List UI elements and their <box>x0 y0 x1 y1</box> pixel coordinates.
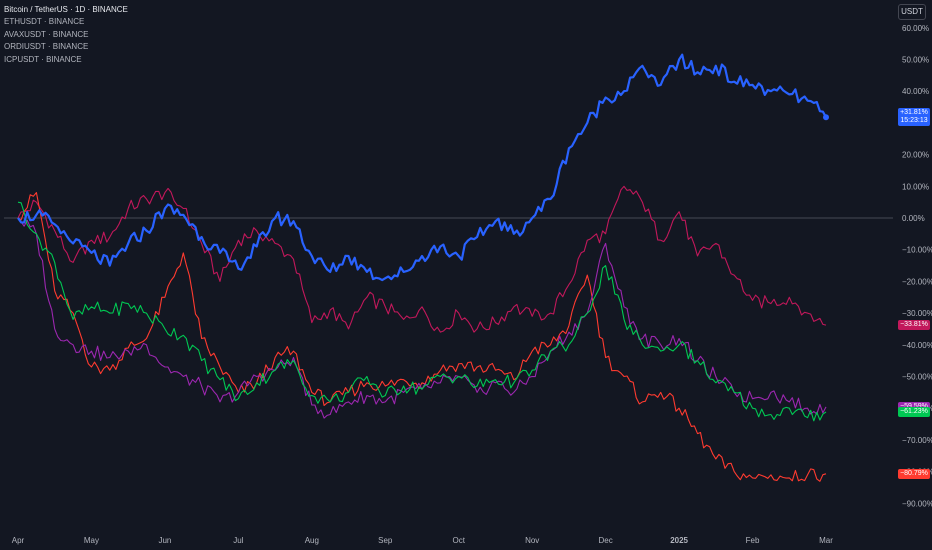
y-tick-label: 40.00% <box>902 87 929 96</box>
last-value-tag-btcusdt: +31.81% 15:23:13 <box>898 108 930 127</box>
legend-item-avax[interactable]: AVAXUSDT · BINANCE <box>4 29 89 39</box>
last-value-tag-icpusdt: −61.23% <box>898 407 930 417</box>
y-tick-label: 0.00% <box>902 214 925 223</box>
legend-item-eth[interactable]: ETHUSDT · BINANCE <box>4 17 85 27</box>
x-tick-label: Nov <box>525 536 539 545</box>
y-tick-label: −70.00% <box>902 436 932 445</box>
y-tick-label: 60.00% <box>902 24 929 33</box>
y-tick-label: 20.00% <box>902 151 929 160</box>
x-tick-label: Oct <box>453 536 466 545</box>
time-axis[interactable]: Apr May Jun Jul Aug Sep Oct Nov Dec 2025 Feb Mar <box>12 536 833 545</box>
chart-legend: Bitcoin / TetherUS · 1D · BINANCE ETHUSD… <box>4 4 128 66</box>
series-line-icpusdt[interactable] <box>17 201 827 422</box>
last-value-tag-ethusdt: −33.81% <box>898 320 930 331</box>
y-tick-label: 50.00% <box>902 56 929 65</box>
x-tick-label: 2025 <box>670 536 688 545</box>
y-tick-label: −20.00% <box>902 277 932 286</box>
y-tick-label: −30.00% <box>902 309 932 318</box>
series-line-avaxusdt[interactable] <box>17 192 827 482</box>
x-tick-label: Jul <box>233 536 243 545</box>
series-line-btcusdt[interactable] <box>17 53 827 282</box>
legend-main-symbol[interactable]: Bitcoin / TetherUS · 1D · BINANCE <box>4 5 128 14</box>
y-tick-label: −40.00% <box>902 341 932 350</box>
y-tick-label: −10.00% <box>902 246 932 255</box>
x-tick-label: May <box>84 536 99 545</box>
legend-item-ordi[interactable]: ORDIUSDT · BINANCE <box>4 42 89 52</box>
series-layer <box>17 53 829 482</box>
x-tick-label: Dec <box>599 536 613 545</box>
x-tick-label: Apr <box>12 536 25 545</box>
last-value-tag-avaxusdt: −80.79% <box>898 468 930 479</box>
series-last-point-btcusdt <box>823 114 829 121</box>
last-value-tag-ordiusdt: −59.59% <box>898 401 930 412</box>
x-tick-label: Mar <box>819 536 833 545</box>
series-line-ethusdt[interactable] <box>17 185 827 333</box>
x-tick-label: Jun <box>158 536 171 545</box>
x-tick-label: Feb <box>746 536 760 545</box>
currency-unit-button[interactable]: USDT <box>898 4 926 20</box>
y-tick-label: −50.00% <box>902 373 932 382</box>
y-tick-label: −90.00% <box>902 499 932 508</box>
x-tick-label: Aug <box>305 536 319 545</box>
legend-item-icp[interactable]: ICPUSDT · BINANCE <box>4 54 82 64</box>
y-tick-label: 10.00% <box>902 182 929 191</box>
x-tick-label: Sep <box>378 536 393 545</box>
